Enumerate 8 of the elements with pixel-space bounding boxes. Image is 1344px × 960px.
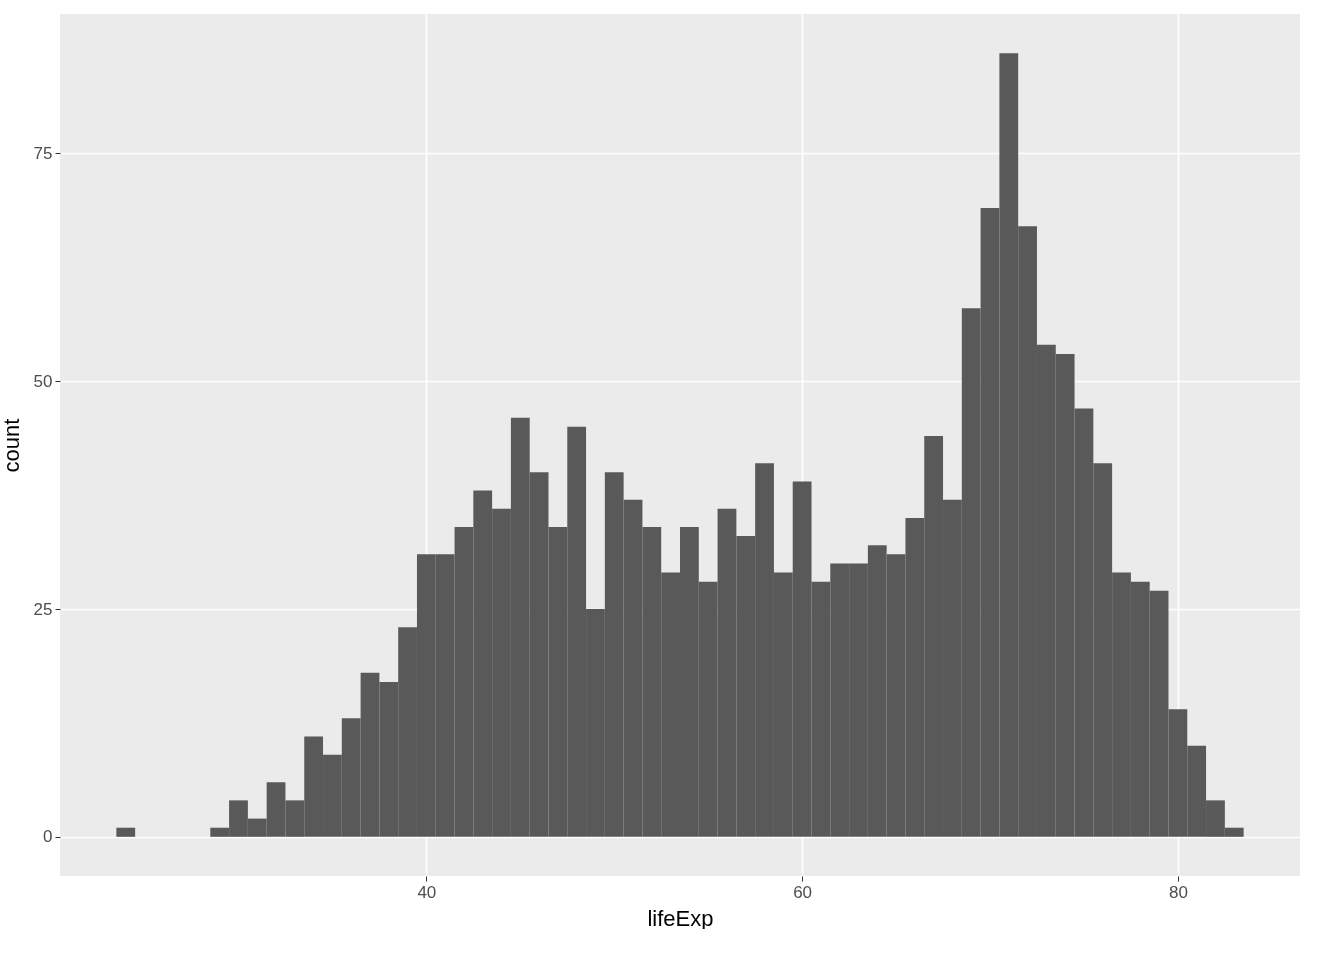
x-tick-label: 60 [793,882,813,902]
y-axis-title: count [0,418,24,473]
y-tick-label: 75 [33,143,53,163]
x-tick-label: 80 [1168,882,1188,902]
y-tick-label: 25 [33,599,53,619]
y-tick-label: 50 [33,371,53,391]
x-tick-label: 40 [417,882,437,902]
y-tick-label: 0 [43,827,53,847]
